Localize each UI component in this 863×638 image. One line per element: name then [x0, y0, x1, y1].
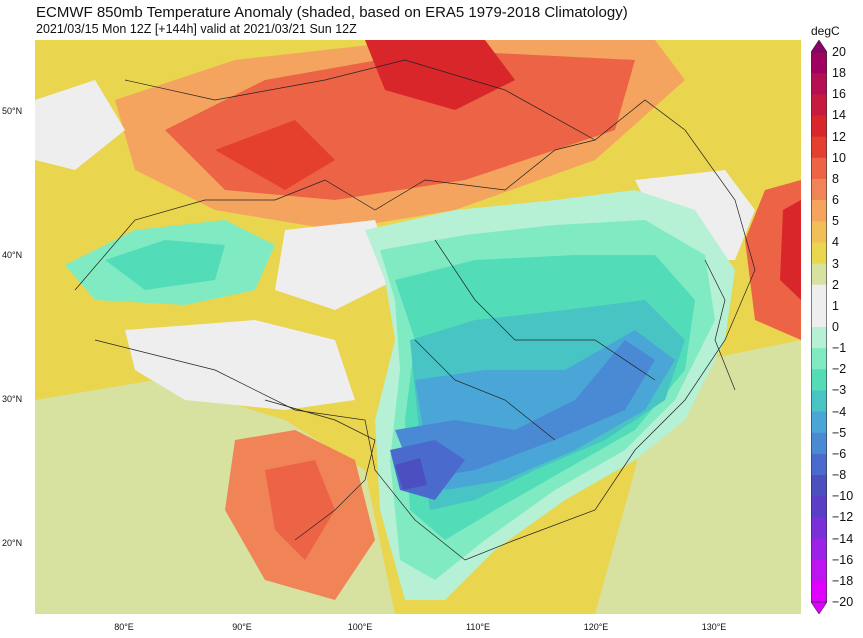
lat-label-20: 20°N: [2, 538, 23, 548]
lat-label-40: 40°N: [2, 250, 23, 260]
colorbar-segment: [811, 178, 827, 201]
colorbar-segment: [811, 559, 827, 582]
colorbar-tick-label: 2: [832, 277, 839, 292]
colorbar-segment: [811, 73, 827, 95]
colorbar-tick-label: 10: [832, 150, 846, 165]
colorbar-tick-label: −5: [832, 425, 847, 440]
colorbar-max-arrow: [811, 40, 827, 53]
colorbar-segment: [811, 475, 827, 497]
lon-label-90: 90°E: [232, 622, 252, 632]
colorbar: [811, 40, 827, 614]
colorbar-tick-label: −10: [832, 489, 854, 504]
colorbar-tick-label: −18: [832, 573, 854, 588]
colorbar-tick-label: 12: [832, 129, 846, 144]
colorbar-segment: [811, 369, 827, 391]
colorbar-segment: [811, 52, 827, 74]
colorbar-frame: [811, 51, 827, 603]
chart-title: ECMWF 850mb Temperature Anomaly (shaded,…: [36, 4, 628, 21]
colorbar-min-arrow: [811, 601, 827, 614]
colorbar-segment: [811, 411, 827, 434]
lon-label-120: 120°E: [583, 622, 609, 632]
colorbar-segment: [811, 432, 827, 455]
colorbar-tick-label: −12: [832, 510, 854, 525]
colorbar-segment: [811, 157, 827, 180]
colorbar-segment: [811, 390, 827, 413]
colorbar-tick-label: 14: [832, 108, 846, 123]
colorbar-tick-label: −1: [832, 341, 847, 356]
colorbar-segment: [811, 327, 827, 349]
lon-label-100: 100°E: [347, 622, 373, 632]
colorbar-segment: [811, 242, 827, 265]
lon-label-110: 110°E: [466, 622, 490, 632]
colorbar-tick-label: 5: [832, 214, 839, 229]
colorbar-segment: [811, 580, 827, 603]
colorbar-segment: [811, 348, 827, 370]
colorbar-tick-label: 4: [832, 235, 839, 250]
anomaly-map: [35, 40, 801, 614]
colorbar-tick-label: −3: [832, 383, 847, 398]
map-shading: [35, 40, 801, 614]
colorbar-tick-label: −4: [832, 404, 847, 419]
chart-subtitle: 2021/03/15 Mon 12Z [+144h] valid at 2021…: [36, 22, 357, 36]
colorbar-tick-label: −8: [832, 468, 847, 483]
colorbar-segment: [811, 94, 827, 116]
colorbar-tick-label: 0: [832, 320, 839, 334]
colorbar-tick-label: 1: [832, 298, 839, 313]
colorbar-tick-label: 20: [832, 45, 846, 59]
colorbar-tick-label: 6: [832, 193, 839, 208]
lat-label-50: 50°N: [2, 106, 23, 116]
colorbar-segment: [811, 115, 827, 138]
colorbar-tick-label: 16: [832, 87, 846, 102]
colorbar-segment: [811, 305, 827, 328]
colorbar-tick-label: −6: [832, 446, 847, 461]
colorbar-segment: [811, 284, 827, 307]
lon-label-130: 130°E: [701, 622, 727, 632]
colorbar-segment: [811, 200, 827, 222]
lat-label-30: 30°N: [2, 394, 23, 404]
colorbar-tick-label: −2: [832, 362, 847, 377]
colorbar-unit: degC: [811, 24, 840, 38]
colorbar-segment: [811, 221, 827, 243]
colorbar-segment: [811, 453, 827, 476]
lon-label-80: 80°E: [114, 622, 134, 632]
colorbar-tick-label: 18: [832, 66, 846, 81]
colorbar-segment: [811, 517, 827, 540]
colorbar-segment: [811, 136, 827, 159]
colorbar-tick-label: 8: [832, 171, 839, 186]
colorbar-segment: [811, 263, 827, 286]
colorbar-tick-label: −20: [832, 595, 854, 609]
colorbar-tick-label: −14: [832, 531, 854, 546]
colorbar-segment: [811, 496, 827, 518]
colorbar-tick-label: 3: [832, 256, 839, 271]
colorbar-tick-label: −16: [832, 552, 854, 567]
colorbar-segment: [811, 538, 827, 561]
